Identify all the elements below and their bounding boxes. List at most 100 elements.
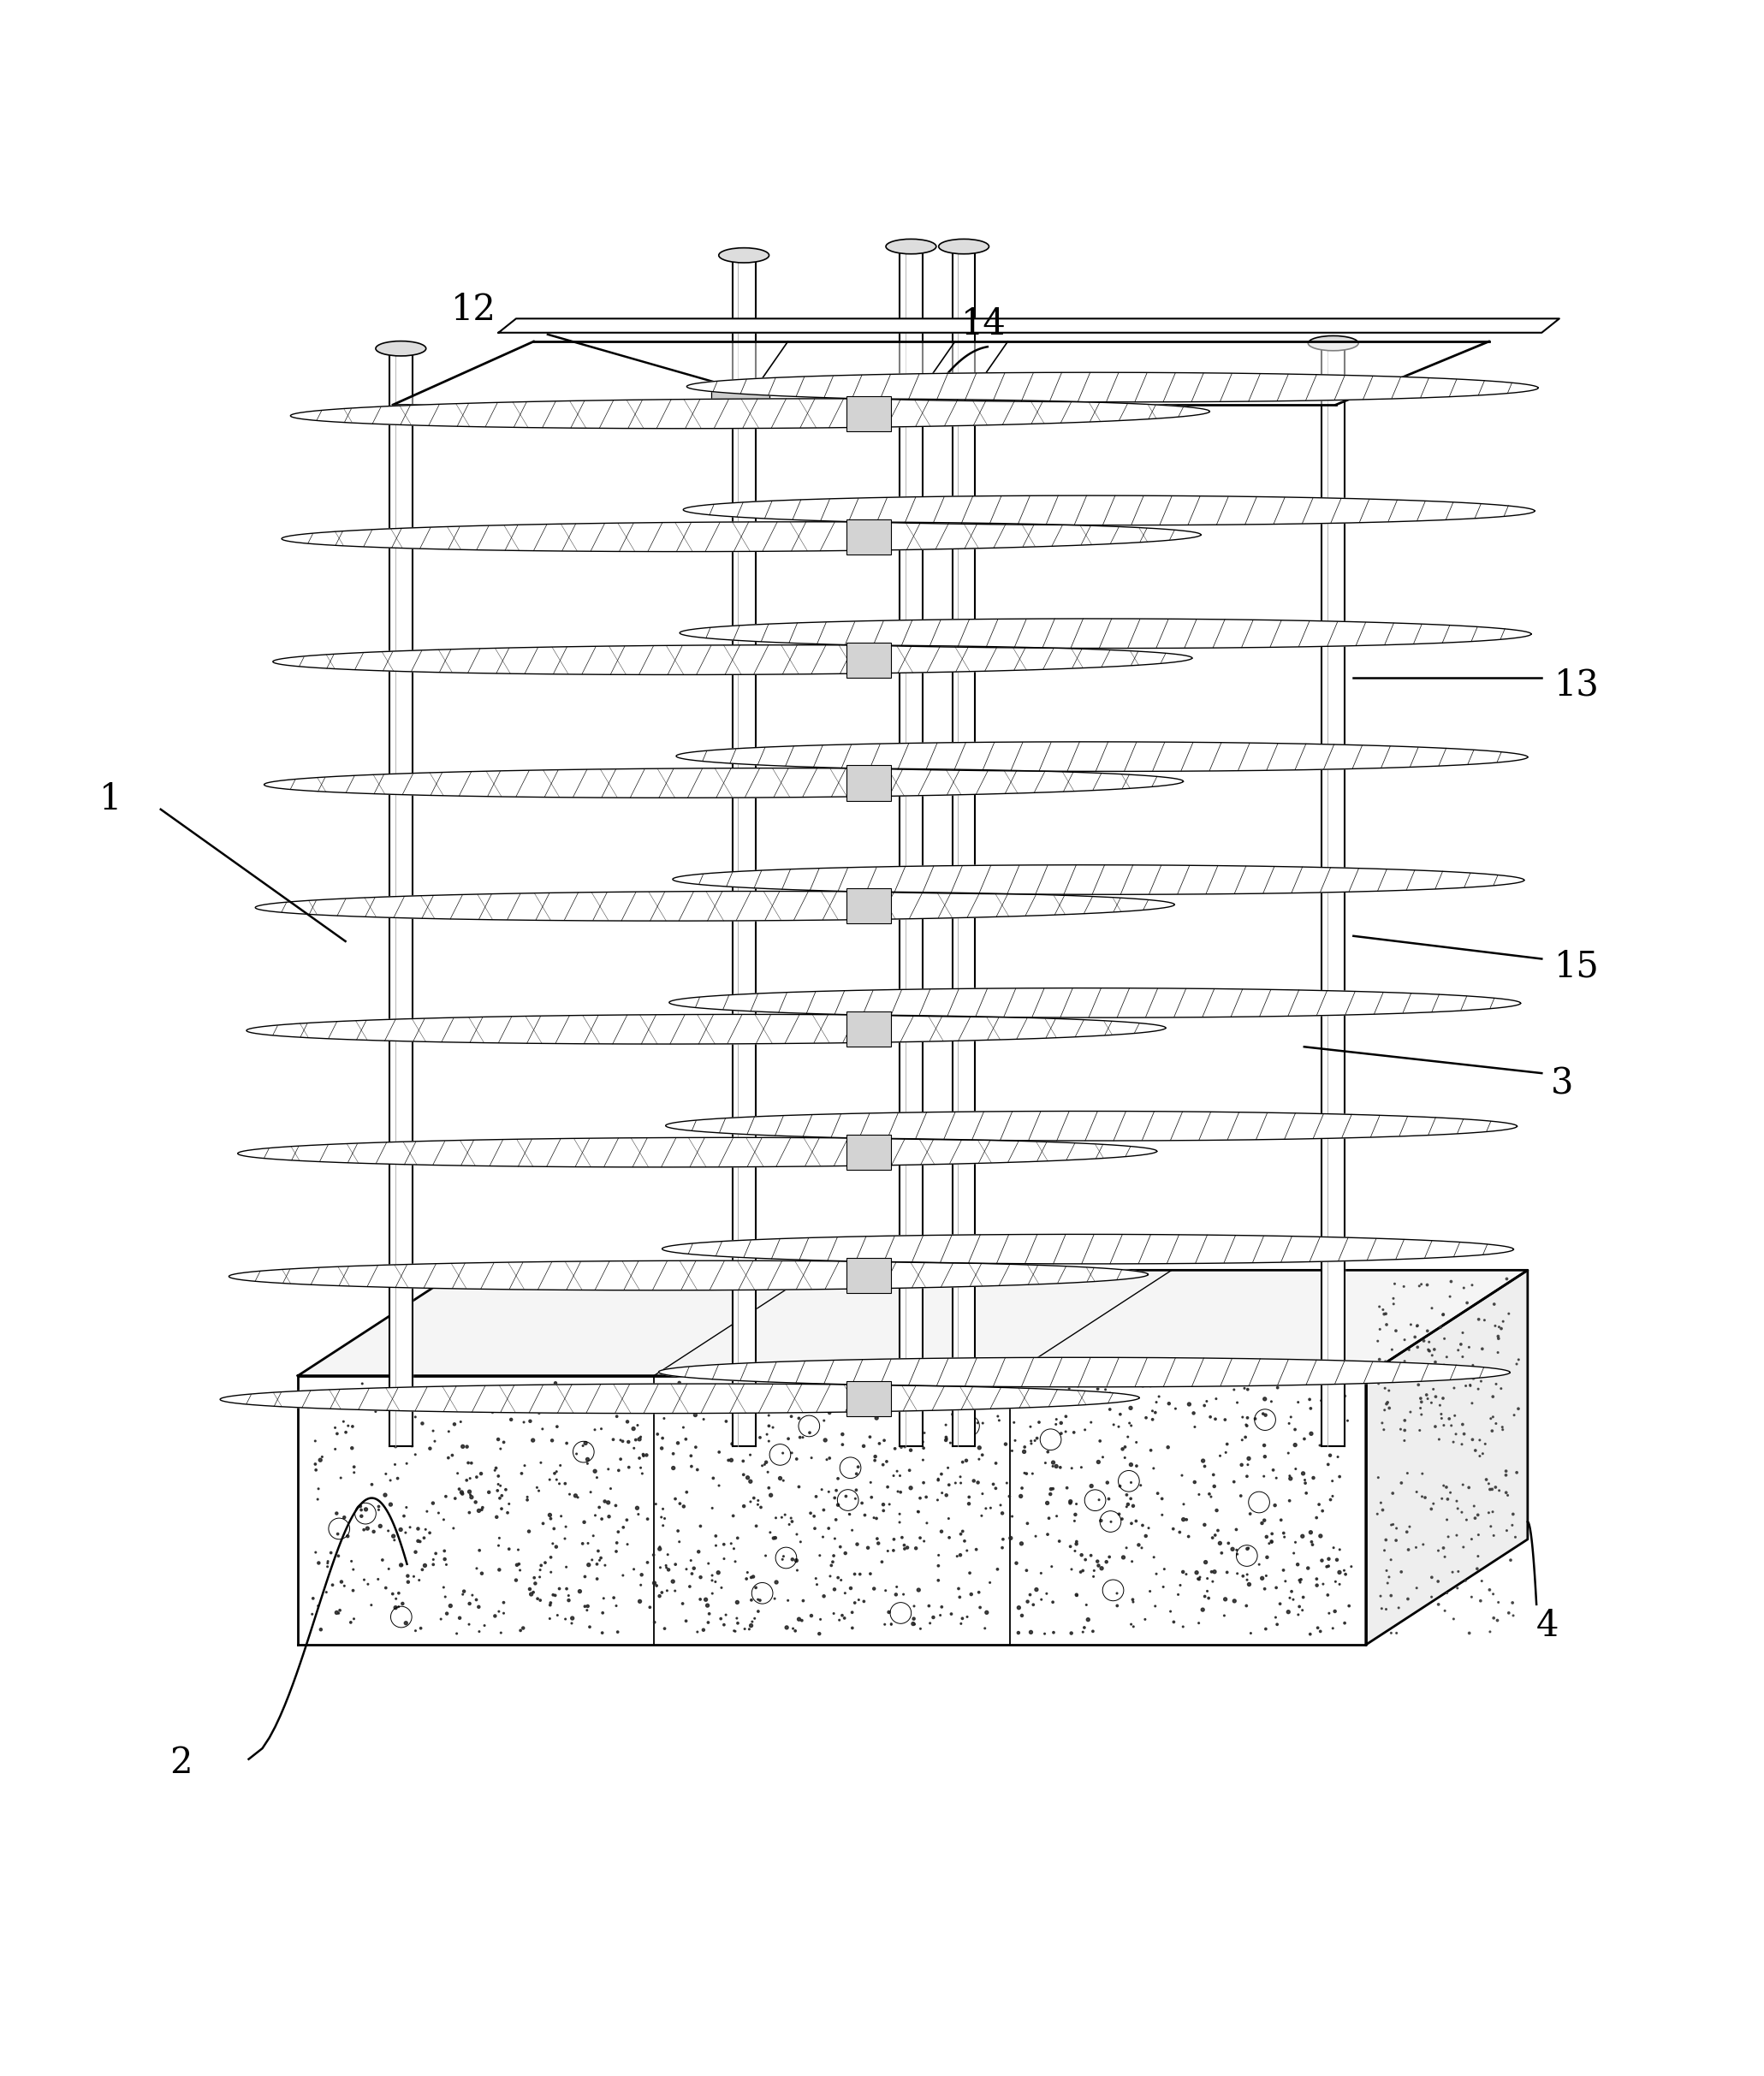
Point bbox=[1309, 1495, 1337, 1528]
Point bbox=[1080, 1615, 1108, 1648]
Point bbox=[326, 1594, 355, 1628]
Point bbox=[415, 1393, 443, 1426]
Point bbox=[1159, 1605, 1187, 1638]
Point bbox=[1122, 1505, 1150, 1538]
Point bbox=[1471, 1428, 1499, 1462]
Point bbox=[1286, 1563, 1314, 1596]
Point bbox=[1443, 1484, 1471, 1518]
Point bbox=[542, 1530, 570, 1563]
Point bbox=[836, 1572, 864, 1605]
Point bbox=[536, 1540, 564, 1574]
Point bbox=[1284, 1549, 1312, 1582]
Point bbox=[557, 1607, 586, 1640]
Point bbox=[942, 1466, 970, 1499]
Polygon shape bbox=[499, 318, 1559, 332]
Point bbox=[314, 1551, 342, 1584]
Point bbox=[448, 1478, 476, 1511]
Point bbox=[1111, 1430, 1140, 1464]
Point bbox=[863, 1401, 891, 1435]
Point bbox=[1478, 1414, 1506, 1447]
Point bbox=[580, 1499, 609, 1532]
Point bbox=[734, 1555, 762, 1588]
Point bbox=[1381, 1524, 1409, 1557]
Point bbox=[1480, 1601, 1508, 1634]
Point bbox=[1076, 1538, 1104, 1572]
Point bbox=[877, 1370, 905, 1403]
Point bbox=[1452, 1563, 1480, 1596]
Point bbox=[736, 1439, 764, 1472]
Point bbox=[789, 1605, 817, 1638]
Point bbox=[1411, 1480, 1439, 1513]
Point bbox=[483, 1422, 512, 1455]
Point bbox=[339, 1553, 367, 1586]
Point bbox=[485, 1482, 513, 1515]
Point bbox=[1221, 1372, 1249, 1405]
Point bbox=[931, 1424, 960, 1457]
Point bbox=[1282, 1453, 1311, 1486]
Point bbox=[302, 1453, 330, 1486]
Point bbox=[552, 1551, 580, 1584]
Point bbox=[1374, 1561, 1402, 1594]
Point bbox=[1226, 1480, 1254, 1513]
Point bbox=[887, 1430, 916, 1464]
Point bbox=[831, 1601, 859, 1634]
Point bbox=[309, 1441, 337, 1474]
Point bbox=[1432, 1576, 1461, 1609]
Point bbox=[1501, 1520, 1529, 1553]
Point bbox=[1110, 1540, 1138, 1574]
Point bbox=[1397, 1308, 1425, 1341]
Point bbox=[1138, 1403, 1166, 1437]
Point bbox=[938, 1397, 967, 1430]
Point bbox=[508, 1457, 536, 1491]
Point bbox=[1071, 1611, 1099, 1644]
Point bbox=[1039, 1615, 1067, 1648]
Point bbox=[1263, 1462, 1291, 1495]
Point bbox=[1011, 1457, 1039, 1491]
Point bbox=[755, 1472, 783, 1505]
Point bbox=[810, 1403, 838, 1437]
Point bbox=[1291, 1466, 1319, 1499]
Point bbox=[1034, 1518, 1062, 1551]
Point bbox=[1164, 1578, 1192, 1611]
Point bbox=[534, 1391, 563, 1424]
Point bbox=[321, 1412, 349, 1445]
Point bbox=[1330, 1553, 1358, 1586]
Text: 4: 4 bbox=[1536, 1607, 1559, 1644]
Point bbox=[774, 1584, 803, 1617]
Point bbox=[587, 1540, 616, 1574]
Point bbox=[801, 1499, 829, 1532]
Point bbox=[520, 1561, 549, 1594]
Point bbox=[1258, 1385, 1286, 1418]
Point bbox=[603, 1526, 632, 1559]
Point bbox=[723, 1416, 751, 1449]
Point bbox=[683, 1453, 711, 1486]
Point bbox=[822, 1474, 850, 1507]
Point bbox=[1446, 1329, 1475, 1362]
Point bbox=[579, 1520, 607, 1553]
Point bbox=[448, 1430, 476, 1464]
Point bbox=[330, 1569, 358, 1603]
Point bbox=[908, 1426, 937, 1459]
Point bbox=[829, 1428, 857, 1462]
Point bbox=[1455, 1368, 1484, 1401]
Point bbox=[781, 1615, 810, 1648]
Point bbox=[1432, 1341, 1461, 1374]
Point bbox=[997, 1522, 1025, 1555]
Point bbox=[1371, 1345, 1399, 1378]
Point bbox=[721, 1545, 750, 1578]
Point bbox=[587, 1503, 616, 1536]
Point bbox=[1254, 1526, 1282, 1559]
Point bbox=[1422, 1381, 1450, 1414]
Point bbox=[1371, 1372, 1399, 1405]
Point bbox=[1394, 1532, 1422, 1565]
Point bbox=[1230, 1559, 1258, 1592]
Point bbox=[1067, 1538, 1095, 1572]
Point bbox=[1436, 1281, 1464, 1314]
Point bbox=[564, 1480, 593, 1513]
Point bbox=[1408, 1268, 1436, 1302]
Point bbox=[684, 1534, 713, 1567]
Point bbox=[720, 1615, 748, 1648]
Point bbox=[1263, 1607, 1291, 1640]
Point bbox=[736, 1484, 764, 1518]
Point bbox=[1071, 1542, 1099, 1576]
